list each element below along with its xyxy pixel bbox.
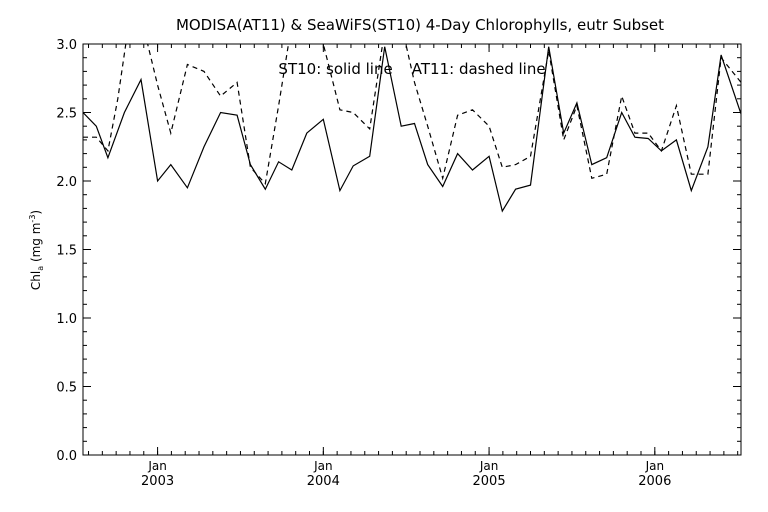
y-axis-label-units-close: )	[29, 210, 43, 215]
x-tick-year-label: 2004	[307, 474, 340, 489]
y-axis-label-units: (mg m	[29, 223, 43, 266]
y-axis-label-subscript: a	[36, 266, 45, 271]
annotation: ST10: solid line AT11: dashed line	[278, 60, 545, 78]
y-tick-label: 3.0	[56, 38, 77, 53]
x-tick-year-label: 2003	[141, 474, 174, 489]
series-layer	[83, 44, 741, 213]
x-tick-month-label: Jan	[479, 459, 499, 473]
chart-title: MODISA(AT11) & SeaWiFS(ST10) 4-Day Chlor…	[176, 16, 664, 34]
y-tick-label: 0.5	[56, 381, 77, 396]
x-tick-month-label: Jan	[313, 459, 333, 473]
y-tick-label: 0.0	[56, 449, 77, 464]
x-tick-year-label: 2005	[473, 474, 506, 489]
y-axis-label-superscript: -3	[28, 215, 37, 223]
series-line-st10	[83, 46, 741, 213]
y-tick-label: 1.5	[56, 244, 77, 259]
x-tick-month-label: Jan	[147, 459, 167, 473]
series-line-at11	[83, 44, 741, 186]
x-tick-month-label: Jan	[645, 459, 665, 473]
y-axis: 0.0 0.5 1.0 1.5 2.0 2.5 3.0	[56, 38, 741, 464]
y-tick-label: 1.0	[56, 312, 77, 327]
y-tick-label: 2.5	[56, 107, 77, 122]
y-axis-label-main: Chl	[29, 271, 43, 290]
x-tick-year-label: 2006	[638, 474, 671, 489]
y-tick-label: 2.0	[56, 175, 77, 190]
y-axis-label: Chla (mg m-3)	[28, 210, 45, 290]
